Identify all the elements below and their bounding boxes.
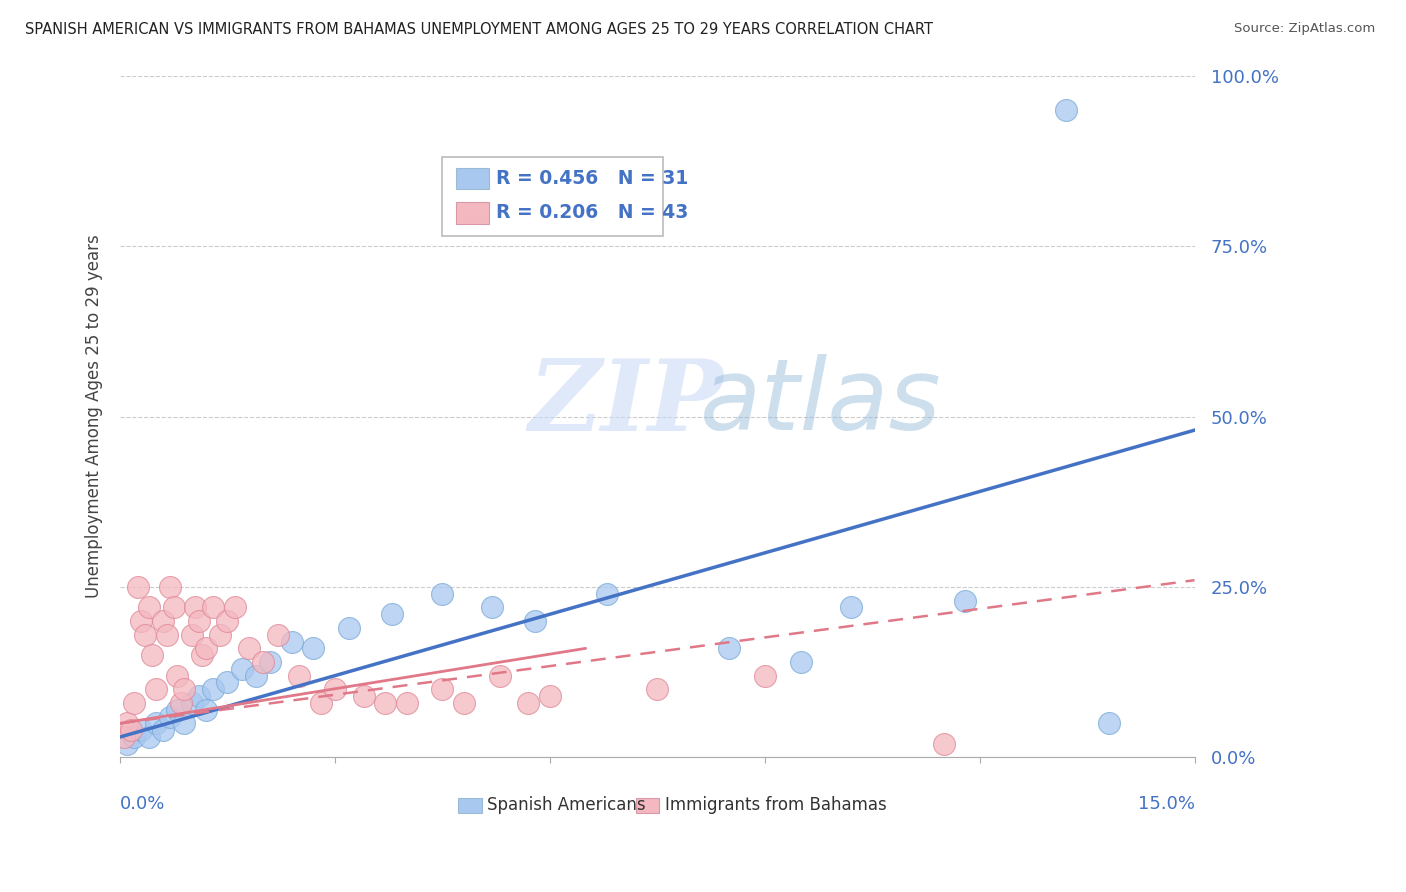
Point <box>517 696 540 710</box>
Point <box>481 600 503 615</box>
Point <box>395 696 418 710</box>
FancyBboxPatch shape <box>458 798 482 814</box>
Point <box>717 641 740 656</box>
Point <box>145 716 167 731</box>
FancyBboxPatch shape <box>636 798 659 814</box>
Text: SPANISH AMERICAN VS IMMIGRANTS FROM BAHAMAS UNEMPLOYMENT AMONG AGES 25 TO 29 YEA: SPANISH AMERICAN VS IMMIGRANTS FROM BAHA… <box>25 22 934 37</box>
Point <box>127 580 149 594</box>
Point <box>353 689 375 703</box>
Text: Immigrants from Bahamas: Immigrants from Bahamas <box>665 797 887 814</box>
Point <box>302 641 325 656</box>
Point <box>645 682 668 697</box>
Point <box>170 696 193 710</box>
Point <box>432 587 454 601</box>
Point <box>309 696 332 710</box>
Point <box>138 600 160 615</box>
Point <box>281 634 304 648</box>
Text: ZIP: ZIP <box>529 355 723 451</box>
Point <box>224 600 246 615</box>
Point <box>145 682 167 697</box>
Point <box>180 628 202 642</box>
FancyBboxPatch shape <box>457 168 488 189</box>
Point <box>166 703 188 717</box>
Point <box>166 668 188 682</box>
Point <box>252 655 274 669</box>
Point <box>374 696 396 710</box>
Text: Spanish Americans: Spanish Americans <box>488 797 647 814</box>
Point <box>1097 716 1119 731</box>
Point <box>155 628 177 642</box>
Point <box>124 730 146 744</box>
Point <box>217 614 239 628</box>
Point <box>288 668 311 682</box>
Text: atlas: atlas <box>700 354 942 451</box>
Point <box>839 600 862 615</box>
Point <box>184 600 207 615</box>
Point <box>337 621 360 635</box>
Point <box>789 655 811 669</box>
Point <box>231 662 253 676</box>
Point <box>173 716 195 731</box>
Point <box>381 607 404 622</box>
Point <box>131 614 153 628</box>
Point <box>194 641 217 656</box>
Point <box>120 723 142 738</box>
Point <box>141 648 163 663</box>
Point <box>152 614 174 628</box>
Point <box>187 689 209 703</box>
Point <box>180 696 202 710</box>
Point <box>202 682 225 697</box>
Point <box>754 668 776 682</box>
Point <box>191 648 214 663</box>
Point <box>245 668 267 682</box>
Point <box>159 580 181 594</box>
Point <box>202 600 225 615</box>
Point <box>173 682 195 697</box>
Point <box>1054 103 1077 117</box>
Point <box>453 696 475 710</box>
FancyBboxPatch shape <box>457 202 488 224</box>
Point <box>259 655 281 669</box>
Point <box>124 696 146 710</box>
Point <box>524 614 547 628</box>
Point <box>596 587 619 601</box>
FancyBboxPatch shape <box>443 157 662 235</box>
Point <box>159 709 181 723</box>
Text: 15.0%: 15.0% <box>1137 795 1195 813</box>
Point <box>112 730 135 744</box>
Point <box>432 682 454 697</box>
Text: R = 0.456   N = 31: R = 0.456 N = 31 <box>496 169 689 188</box>
Y-axis label: Unemployment Among Ages 25 to 29 years: Unemployment Among Ages 25 to 29 years <box>86 235 103 599</box>
Point <box>163 600 186 615</box>
Text: Source: ZipAtlas.com: Source: ZipAtlas.com <box>1234 22 1375 36</box>
Point <box>152 723 174 738</box>
Point <box>115 716 138 731</box>
Text: R = 0.206   N = 43: R = 0.206 N = 43 <box>496 203 689 222</box>
Point <box>138 730 160 744</box>
Point <box>538 689 561 703</box>
Point <box>323 682 346 697</box>
Text: 0.0%: 0.0% <box>120 795 166 813</box>
Point <box>131 723 153 738</box>
Point <box>194 703 217 717</box>
Point <box>209 628 232 642</box>
Point <box>238 641 260 656</box>
Point <box>488 668 510 682</box>
Point <box>134 628 156 642</box>
Point <box>932 737 955 751</box>
Point <box>217 675 239 690</box>
Point <box>266 628 288 642</box>
Point <box>115 737 138 751</box>
Point <box>187 614 209 628</box>
Point <box>955 593 977 607</box>
